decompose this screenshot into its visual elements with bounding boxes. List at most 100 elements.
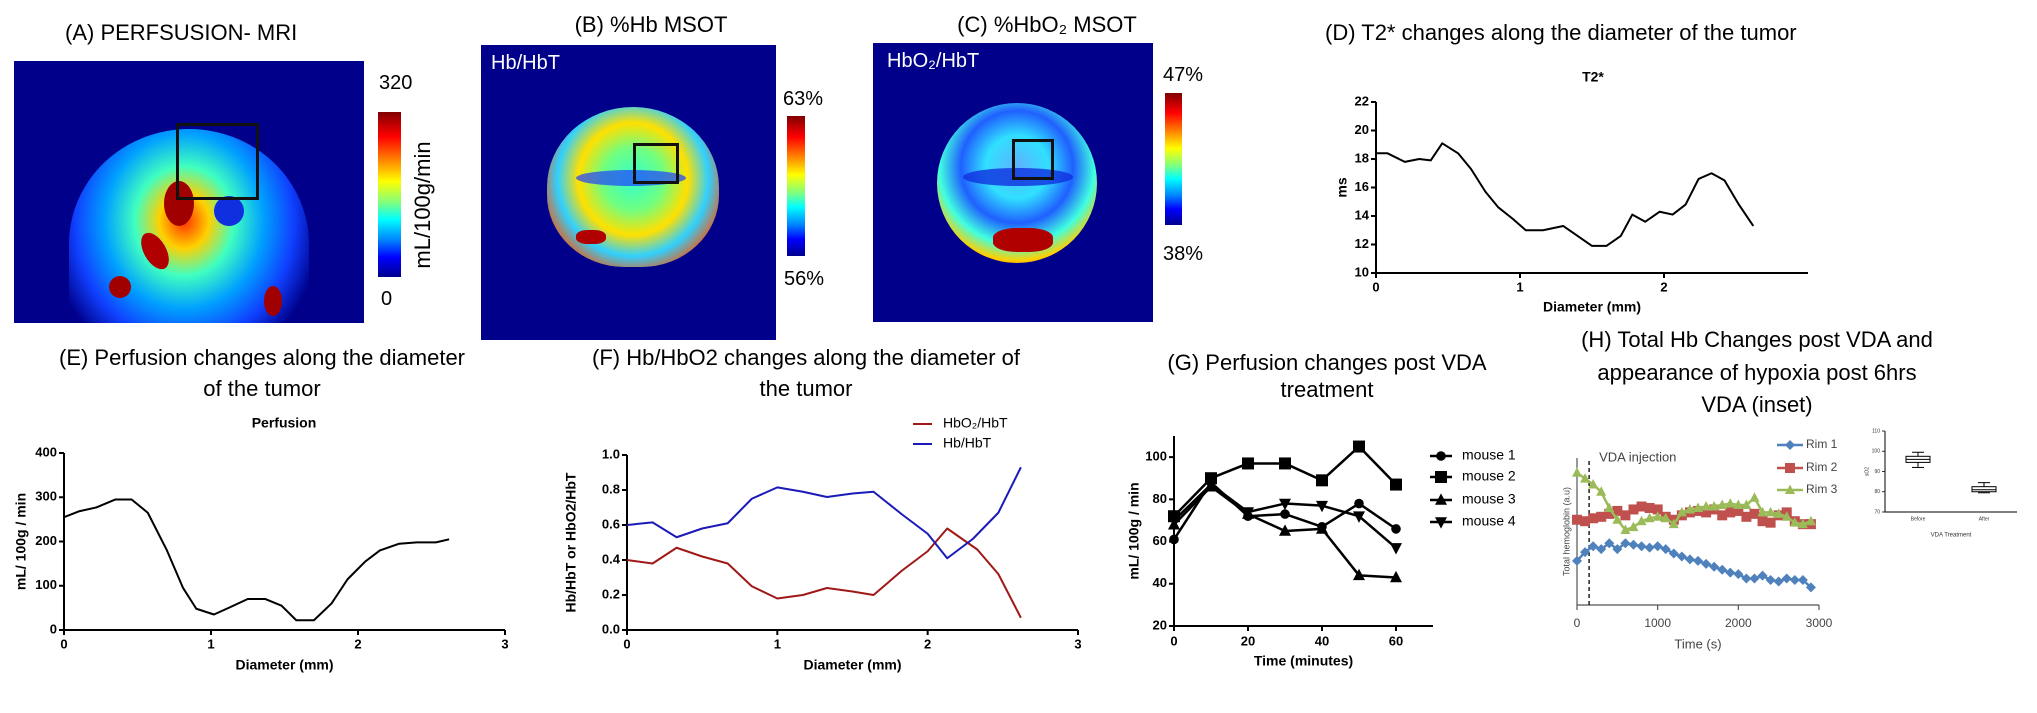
data-point (1620, 524, 1631, 535)
data-point (1676, 506, 1687, 517)
data-point (1604, 502, 1615, 512)
x-tick-label: 1 (207, 636, 214, 651)
y-tick-label: 18 (1355, 150, 1369, 165)
legend-label: mouse 3 (1462, 491, 1516, 507)
y-tick-label: 0.8 (602, 481, 620, 496)
colorbar (787, 116, 805, 256)
data-point (1316, 474, 1328, 487)
legend-label: Hb/HbT (943, 435, 992, 451)
y-axis-label: mL/ 100g / min (13, 493, 29, 590)
data-point (1620, 538, 1631, 549)
y-tick-label: 16 (1355, 179, 1369, 194)
data-point (1652, 504, 1663, 515)
data-point (1757, 506, 1768, 517)
data-point (1353, 568, 1365, 581)
data-point (1604, 538, 1615, 549)
data-point (1668, 548, 1679, 559)
colorbar-max-label: 47% (1163, 64, 1204, 86)
data-point (1765, 575, 1776, 586)
y-tick-label: 80 (1153, 491, 1167, 506)
data-point (1693, 502, 1703, 512)
data-point (1741, 573, 1752, 584)
y-tick-label: 0.0 (602, 621, 620, 636)
data-point (1353, 511, 1365, 523)
data-point (1280, 509, 1290, 519)
data-point (1604, 508, 1615, 519)
data-point (1757, 570, 1768, 581)
panel-c-title: (C) %HbO₂ MSOT (957, 12, 1137, 37)
inset-category-label: Before (1911, 516, 1926, 522)
x-tick-label: 0 (60, 636, 67, 651)
data-point (1660, 512, 1671, 523)
y-tick-label: 0.2 (602, 586, 620, 601)
panel-e-title-line1: (E) Perfusion changes along the diameter (58, 345, 466, 370)
data-point (1741, 511, 1752, 522)
data-point (1652, 511, 1663, 521)
x-axis-label: Diameter (mm) (235, 657, 333, 673)
x-tick-label: 2000 (1725, 616, 1752, 630)
data-point (1797, 518, 1808, 529)
data-point (1390, 570, 1402, 583)
image-overlay-label: HbO₂/HbT (887, 50, 980, 72)
y-tick-label: 22 (1355, 93, 1369, 108)
x-tick-label: 1 (774, 636, 781, 651)
high-perfusion-region (109, 276, 131, 298)
data-point (1741, 499, 1752, 510)
hbo2-msot-image (873, 43, 1153, 322)
data-point (1636, 541, 1647, 552)
y-axis-label: Hb/HbT or HbO2/HbT (563, 472, 579, 612)
legend-label: Rim 1 (1806, 437, 1838, 451)
inset-y-tick-label: 90 (1874, 469, 1880, 475)
data-point (1781, 511, 1792, 521)
data-point (1676, 551, 1687, 562)
panel-e-title-line2: of the tumor (203, 376, 321, 401)
data-point (1789, 575, 1800, 586)
data-point (1693, 555, 1703, 566)
series-line-1 (626, 527, 1022, 619)
y-tick-label: 14 (1355, 207, 1370, 222)
tumor-hb-map (547, 107, 719, 267)
series-line-1 (1376, 142, 1755, 247)
panel-g-title-line1: (G) Perfusion changes post VDA (1167, 350, 1487, 375)
x-tick-label: 40 (1315, 633, 1329, 648)
data-point (1588, 513, 1599, 524)
data-point (1644, 542, 1655, 553)
data-point (1390, 543, 1402, 555)
chart-title: T2* (1582, 69, 1604, 85)
inset-y-tick-label: 100 (1872, 449, 1881, 455)
inset-y-tick-label: 110 (1872, 428, 1880, 434)
data-point (1725, 567, 1736, 578)
data-point (1636, 501, 1647, 512)
y-axis-label: mL/ 100g / min (1126, 482, 1142, 579)
colorbar-max-label: 63% (783, 88, 824, 110)
data-point (1749, 492, 1760, 502)
inset-y-tick-label: 80 (1874, 489, 1880, 495)
legend-label: HbO₂/HbT (943, 415, 1008, 431)
roi-box (633, 143, 679, 184)
data-point (1279, 498, 1291, 511)
data-point (1588, 541, 1599, 552)
data-point (1612, 505, 1623, 516)
legend-marker (1435, 517, 1447, 529)
data-point (1652, 541, 1663, 552)
high-perfusion-region (164, 181, 194, 226)
data-point (1765, 506, 1776, 517)
colorbar-min-label: 0 (381, 288, 393, 310)
data-point (1684, 503, 1695, 514)
colorbar-max-label: 320 (379, 72, 413, 94)
series-line-2 (626, 466, 1022, 560)
roi-box (1012, 139, 1054, 180)
data-point (1749, 573, 1760, 584)
y-tick-label: 100 (1145, 449, 1167, 464)
chart-title: Perfusion (252, 415, 317, 431)
data-point (1733, 505, 1744, 516)
data-point (1572, 467, 1582, 477)
high-hb-region (576, 230, 606, 244)
data-point (1628, 539, 1639, 550)
data-point (1644, 512, 1655, 523)
data-point (1588, 478, 1599, 489)
panel-a-title: (A) PERFSUSION- MRI (65, 20, 298, 45)
x-tick-label: 20 (1241, 633, 1255, 648)
data-point (1773, 576, 1784, 587)
